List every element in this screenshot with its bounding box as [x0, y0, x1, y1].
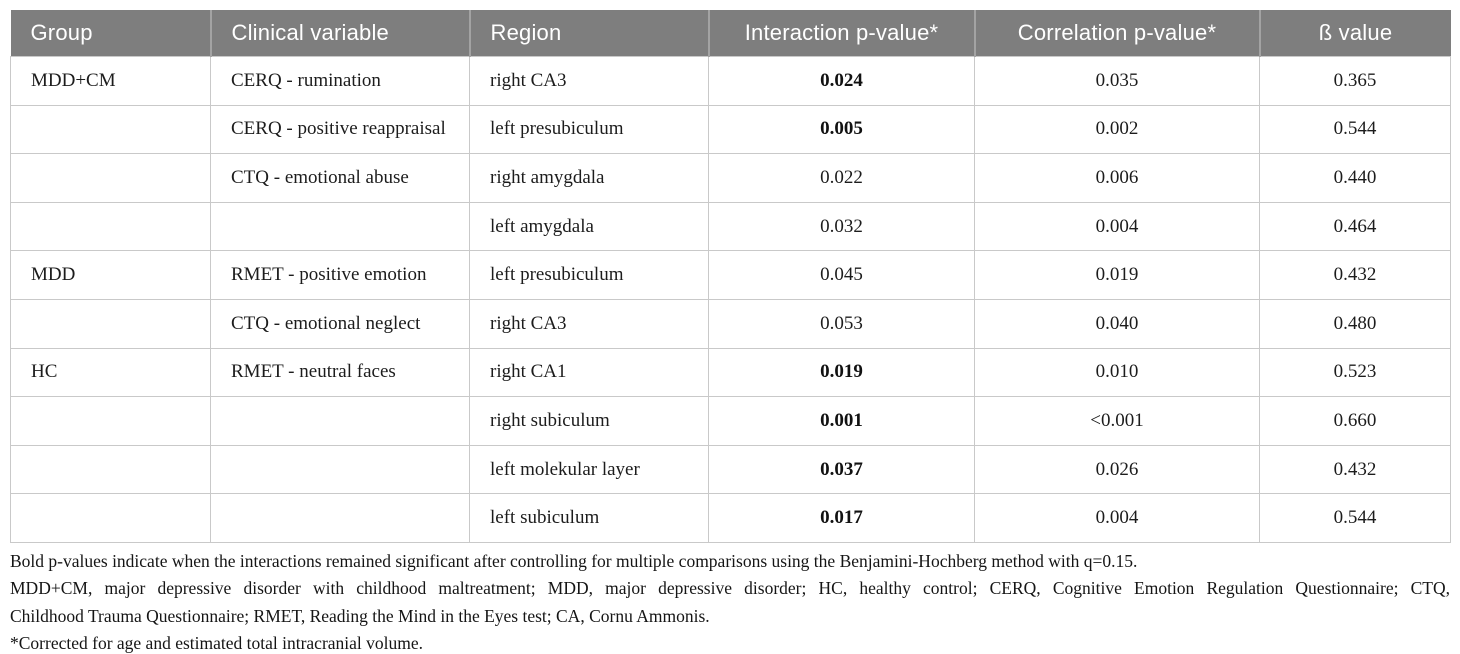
table-header-row: Group Clinical variable Region Interacti…: [10, 10, 1451, 57]
group-cell: [10, 493, 211, 543]
beta-value-cell: 0.660: [1259, 396, 1451, 446]
footnote-corrected: *Corrected for age and estimated total i…: [10, 633, 424, 654]
column-header-beta-value: ß value: [1258, 10, 1451, 57]
table-row: CERQ - positive reappraisal left presubic…: [10, 104, 1451, 155]
interaction-p-value-cell: 0.045: [708, 250, 975, 300]
region-cell: left subiculum: [469, 493, 709, 543]
table-row: CTQ - emotional neglect right CA3 0.053 0.0…: [10, 298, 1451, 349]
column-header-correlation-p-value: Correlation p-value*: [973, 10, 1260, 57]
group-cell: [10, 444, 211, 495]
clinical-variable-cell: RMET - neutral faces: [210, 347, 470, 398]
region-cell: left amygdala: [469, 201, 709, 252]
region-cell: right CA1: [469, 347, 709, 398]
table-row: MDD+CM CERQ - rumination right CA3 0.024 0.0…: [10, 56, 1451, 106]
clinical-variable-cell: [210, 396, 470, 446]
correlation-p-value-cell: 0.006: [974, 153, 1260, 203]
column-header-clinical-variable: Clinical variable: [209, 10, 470, 57]
group-cell: [10, 104, 211, 155]
region-cell: right CA3: [469, 298, 709, 349]
correlation-p-value-cell: 0.026: [974, 444, 1260, 495]
table-row: left amygdala 0.032 0.004 0.464: [10, 201, 1451, 252]
clinical-variable-cell: CERQ - positive reappraisal: [210, 104, 470, 155]
interaction-p-value-cell: 0.024: [708, 56, 975, 106]
footnote-abbreviations-line2: Childhood Trauma Questionnaire; RMET, Re…: [10, 605, 710, 626]
group-cell: [10, 396, 211, 446]
table-row: HC RMET - neutral faces right CA1 0.019 0.01…: [10, 347, 1451, 398]
correlation-p-value-cell: 0.019: [974, 250, 1260, 300]
beta-value-cell: 0.544: [1259, 493, 1451, 543]
interaction-p-value-cell: 0.032: [708, 201, 975, 252]
group-cell: HC: [10, 347, 211, 398]
beta-value-cell: 0.464: [1259, 201, 1451, 252]
beta-value-cell: 0.544: [1259, 104, 1451, 155]
correlation-p-value-cell: 0.010: [974, 347, 1260, 398]
beta-value-cell: 0.432: [1259, 444, 1451, 495]
beta-value-cell: 0.365: [1259, 56, 1451, 106]
correlation-p-value-cell: 0.035: [974, 56, 1260, 106]
interaction-p-value-cell: 0.017: [708, 493, 975, 543]
region-cell: right subiculum: [469, 396, 709, 446]
table-row: right subiculum 0.001 <0.001 0.660: [10, 396, 1451, 446]
group-cell: [10, 298, 211, 349]
region-cell: left molekular layer: [469, 444, 709, 495]
clinical-variable-cell: [210, 201, 470, 252]
group-cell: MDD: [10, 250, 211, 300]
correlation-p-value-cell: 0.004: [974, 201, 1260, 252]
interaction-p-value-cell: 0.037: [708, 444, 975, 495]
correlation-p-value-cell: <0.001: [974, 396, 1260, 446]
clinical-variable-cell: [210, 493, 470, 543]
beta-value-cell: 0.480: [1259, 298, 1451, 349]
interaction-p-value-cell: 0.001: [708, 396, 975, 446]
beta-value-cell: 0.432: [1259, 250, 1451, 300]
table-row: left subiculum 0.017 0.004 0.544: [10, 493, 1451, 543]
table-body: MDD+CM CERQ - rumination right CA3 0.024 0.0…: [10, 56, 1451, 543]
column-header-region: Region: [468, 10, 709, 57]
clinical-variable-cell: CTQ - emotional abuse: [210, 153, 470, 203]
group-cell: MDD+CM: [10, 56, 211, 106]
correlation-p-value-cell: 0.040: [974, 298, 1260, 349]
column-header-group: Group: [10, 10, 211, 57]
clinical-variable-cell: CERQ - rumination: [210, 56, 470, 106]
beta-value-cell: 0.523: [1259, 347, 1451, 398]
group-cell: [10, 201, 211, 252]
table-row: left molekular layer 0.037 0.026 0.432: [10, 444, 1451, 495]
footnote-significance: Bold p-values indicate when the interact…: [10, 550, 1138, 571]
region-cell: left presubiculum: [469, 104, 709, 155]
table-row: CTQ - emotional abuse right amygdala 0.022…: [10, 153, 1451, 203]
interaction-p-value-cell: 0.019: [708, 347, 975, 398]
beta-value-cell: 0.440: [1259, 153, 1451, 203]
column-header-interaction-p-value: Interaction p-value*: [707, 10, 975, 57]
clinical-variable-cell: CTQ - emotional neglect: [210, 298, 470, 349]
results-table: Group Clinical variable Region Interacti…: [10, 10, 1451, 543]
region-cell: right amygdala: [469, 153, 709, 203]
interaction-p-value-cell: 0.005: [708, 104, 975, 155]
group-cell: [10, 153, 211, 203]
interaction-p-value-cell: 0.053: [708, 298, 975, 349]
region-cell: right CA3: [469, 56, 709, 106]
clinical-variable-cell: [210, 444, 470, 495]
region-cell: left presubiculum: [469, 250, 709, 300]
clinical-variable-cell: RMET - positive emotion: [210, 250, 470, 300]
correlation-p-value-cell: 0.002: [974, 104, 1260, 155]
correlation-p-value-cell: 0.004: [974, 493, 1260, 543]
table-footnotes: Bold p-values indicate when the interact…: [10, 548, 1450, 654]
interaction-p-value-cell: 0.022: [708, 153, 975, 203]
footnote-abbreviations-line1: MDD+CM, major depressive disorder with c…: [10, 578, 1450, 599]
table-row: MDD RMET - positive emotion left presubicu…: [10, 250, 1451, 300]
